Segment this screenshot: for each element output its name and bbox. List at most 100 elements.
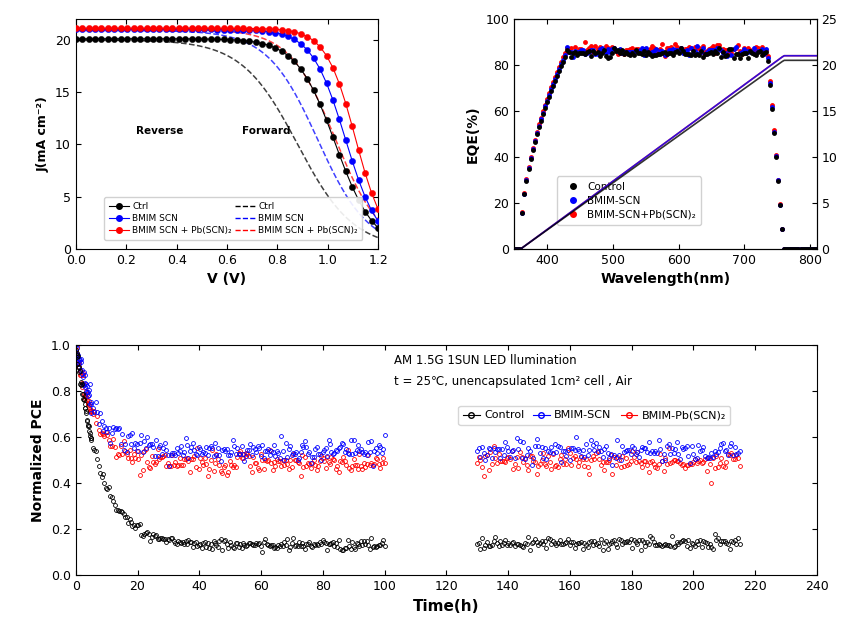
Point xyxy=(573,48,586,58)
Point xyxy=(784,244,797,254)
Point xyxy=(528,135,541,145)
Point xyxy=(536,107,550,118)
Point xyxy=(765,102,779,112)
Point xyxy=(695,47,708,58)
Point xyxy=(552,66,566,76)
Point xyxy=(780,244,793,254)
Point xyxy=(678,49,691,59)
Point xyxy=(536,109,550,119)
Point xyxy=(540,94,553,104)
Point xyxy=(672,44,685,54)
Point xyxy=(737,44,750,54)
Text: AM 1.5G 1SUN LED llumination: AM 1.5G 1SUN LED llumination xyxy=(394,355,577,367)
Point xyxy=(564,43,578,53)
Point xyxy=(534,114,547,124)
Point xyxy=(698,49,711,59)
Point xyxy=(759,44,773,54)
Point xyxy=(647,46,661,56)
Point xyxy=(741,53,754,63)
Point xyxy=(743,46,756,56)
Point xyxy=(672,46,685,56)
Point xyxy=(770,152,783,162)
Point xyxy=(810,244,823,254)
Point xyxy=(764,76,777,86)
Point xyxy=(526,143,540,153)
Y-axis label: Normalized PCE: Normalized PCE xyxy=(31,398,45,522)
Point xyxy=(508,244,521,254)
Point xyxy=(765,104,779,114)
Point xyxy=(562,46,576,56)
Point xyxy=(790,244,803,254)
Point xyxy=(781,244,795,254)
Point xyxy=(557,54,570,64)
Point xyxy=(526,144,540,154)
Point xyxy=(685,43,698,53)
Point xyxy=(534,116,547,126)
Point xyxy=(771,175,785,185)
Point xyxy=(729,49,743,59)
Point xyxy=(745,48,759,58)
Point xyxy=(668,47,681,57)
Point xyxy=(514,244,527,254)
Point xyxy=(642,45,655,55)
Point xyxy=(512,244,525,254)
Point xyxy=(538,103,552,113)
Point xyxy=(636,49,649,59)
Point xyxy=(524,154,537,164)
Point xyxy=(717,47,730,57)
Point xyxy=(706,45,720,55)
Point xyxy=(798,244,812,254)
Point xyxy=(594,48,608,58)
Point xyxy=(727,44,740,54)
Point xyxy=(550,67,563,77)
Point xyxy=(573,47,586,58)
Point xyxy=(623,50,637,60)
Point xyxy=(754,46,767,56)
Point xyxy=(544,84,557,94)
Point xyxy=(589,48,602,58)
Point xyxy=(800,244,813,254)
Point xyxy=(711,43,724,53)
Point xyxy=(528,136,541,146)
Point xyxy=(643,44,657,54)
Point xyxy=(567,49,580,59)
Point xyxy=(705,42,718,52)
Point xyxy=(633,46,647,56)
Point xyxy=(786,244,799,254)
Point xyxy=(749,42,763,52)
Point xyxy=(554,61,568,71)
Point xyxy=(729,43,743,53)
Point xyxy=(567,47,580,58)
Point xyxy=(800,244,813,254)
Point xyxy=(695,46,708,56)
Point xyxy=(518,189,531,199)
Point xyxy=(526,145,540,155)
Point xyxy=(784,244,797,254)
Point xyxy=(751,43,765,53)
Point xyxy=(611,49,625,59)
Point xyxy=(574,48,588,58)
Point xyxy=(589,49,602,59)
Point xyxy=(571,47,584,57)
Point xyxy=(627,49,641,59)
Point xyxy=(668,45,681,55)
Point xyxy=(538,101,552,111)
Point xyxy=(745,47,759,57)
Point xyxy=(557,52,570,63)
Point xyxy=(802,244,815,254)
Point xyxy=(530,127,543,137)
Point xyxy=(632,44,645,54)
Point xyxy=(607,43,621,53)
Point xyxy=(658,47,671,57)
Point xyxy=(751,46,765,56)
Point xyxy=(619,47,632,57)
Point xyxy=(721,50,734,60)
Point xyxy=(719,51,733,61)
Point xyxy=(747,49,760,59)
Point xyxy=(647,43,661,53)
Point xyxy=(599,51,612,61)
Point xyxy=(686,46,700,56)
Point xyxy=(591,44,605,54)
Point xyxy=(717,47,730,58)
Point xyxy=(530,130,543,140)
